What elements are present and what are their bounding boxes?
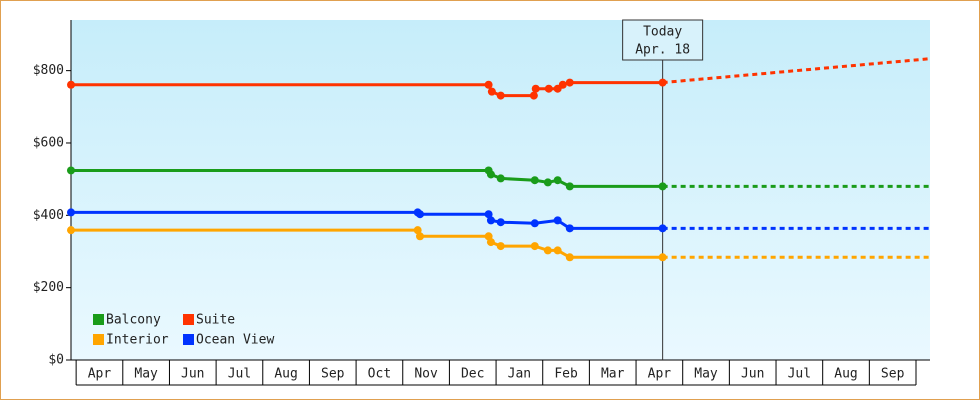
price-point xyxy=(553,246,562,255)
price-point xyxy=(486,170,495,179)
legend-label: Suite xyxy=(196,313,235,328)
price-point xyxy=(530,219,539,228)
price-point xyxy=(531,84,540,93)
x-tick-label: Apr xyxy=(88,367,112,382)
x-tick-label: May xyxy=(134,367,158,382)
legend-label: Balcony xyxy=(106,313,161,328)
x-tick-label: Jul xyxy=(788,367,811,382)
x-tick-label: Aug xyxy=(834,367,857,382)
x-tick-label: Feb xyxy=(554,367,578,382)
price-point xyxy=(487,87,496,96)
legend-swatch xyxy=(93,334,104,345)
price-point xyxy=(543,178,552,187)
price-point xyxy=(565,78,574,87)
x-tick-label: Apr xyxy=(648,367,672,382)
today-box xyxy=(622,19,704,61)
y-tick-label: $400 xyxy=(33,208,64,223)
price-point xyxy=(530,242,539,251)
plot-area xyxy=(71,20,930,360)
x-tick-label: Sep xyxy=(881,367,905,382)
x-tick-label: Oct xyxy=(368,367,391,382)
price-point xyxy=(529,91,538,100)
x-tick-label: Jun xyxy=(741,367,764,382)
price-point xyxy=(553,176,562,185)
price-point xyxy=(413,226,422,235)
price-point xyxy=(416,210,425,219)
price-point xyxy=(565,182,574,191)
price-point xyxy=(486,216,495,225)
price-point xyxy=(658,253,667,262)
y-tick-label: $600 xyxy=(33,135,64,150)
x-tick-label: Jul xyxy=(228,367,251,382)
x-tick-label: Jan xyxy=(508,367,531,382)
price-point xyxy=(484,80,493,89)
x-tick-label: Aug xyxy=(274,367,297,382)
x-tick-label: May xyxy=(694,367,718,382)
legend-swatch xyxy=(183,334,194,345)
price-point xyxy=(486,238,495,247)
price-point xyxy=(543,246,552,255)
price-point xyxy=(544,84,553,93)
price-point xyxy=(496,242,505,251)
today-date: Apr. 18 xyxy=(635,43,690,58)
y-tick-label: $200 xyxy=(33,280,64,295)
price-point xyxy=(496,174,505,183)
y-tick-label: $800 xyxy=(33,63,64,78)
price-point xyxy=(658,224,667,233)
legend-label: Interior xyxy=(106,333,169,348)
price-point xyxy=(565,224,574,233)
price-point xyxy=(558,80,567,89)
legend-swatch xyxy=(93,314,104,325)
price-point xyxy=(658,78,667,87)
y-tick-label: $0 xyxy=(48,353,64,368)
price-point xyxy=(565,253,574,262)
price-point xyxy=(67,166,75,175)
legend-swatch xyxy=(183,314,194,325)
price-point xyxy=(658,182,667,191)
price-point xyxy=(67,80,75,89)
x-tick-label: Sep xyxy=(321,367,345,382)
x-tick-label: Mar xyxy=(601,367,625,382)
price-point xyxy=(496,91,505,100)
legend-label: Ocean View xyxy=(196,333,274,348)
today-label: Today xyxy=(643,25,682,40)
price-point xyxy=(67,208,75,217)
price-point xyxy=(553,216,562,225)
x-tick-label: Nov xyxy=(414,367,438,382)
price-point xyxy=(496,218,505,227)
price-point xyxy=(530,176,539,185)
price-point xyxy=(484,210,493,219)
x-tick-label: Jun xyxy=(181,367,204,382)
price-point xyxy=(416,232,425,241)
price-point xyxy=(67,226,75,235)
x-tick-label: Dec xyxy=(461,367,484,382)
